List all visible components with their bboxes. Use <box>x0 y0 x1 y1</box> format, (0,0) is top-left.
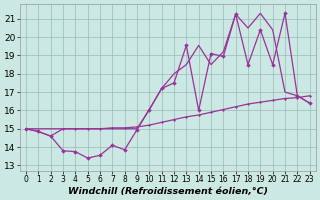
X-axis label: Windchill (Refroidissement éolien,°C): Windchill (Refroidissement éolien,°C) <box>68 187 268 196</box>
